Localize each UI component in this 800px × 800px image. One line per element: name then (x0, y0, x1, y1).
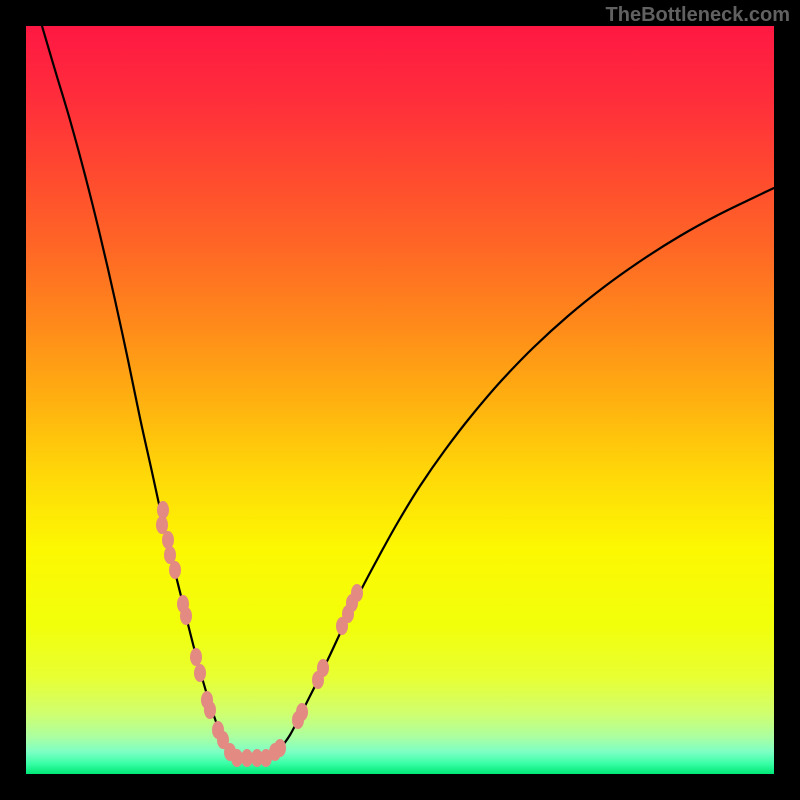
left-cluster-marker (169, 561, 181, 579)
right-cluster-marker (274, 739, 286, 757)
curves-layer (0, 0, 800, 800)
curve-left (42, 26, 235, 758)
right-cluster-marker (317, 659, 329, 677)
chart-container: TheBottleneck.com (0, 0, 800, 800)
watermark-text: TheBottleneck.com (606, 4, 790, 27)
left-cluster-marker (190, 648, 202, 666)
left-cluster-marker (162, 531, 174, 549)
left-cluster-marker (204, 701, 216, 719)
left-cluster-marker (194, 664, 206, 682)
left-cluster-marker (180, 607, 192, 625)
right-cluster-marker (296, 703, 308, 721)
left-cluster-marker (156, 516, 168, 534)
right-cluster-marker (351, 584, 363, 602)
curve-right (268, 188, 774, 758)
